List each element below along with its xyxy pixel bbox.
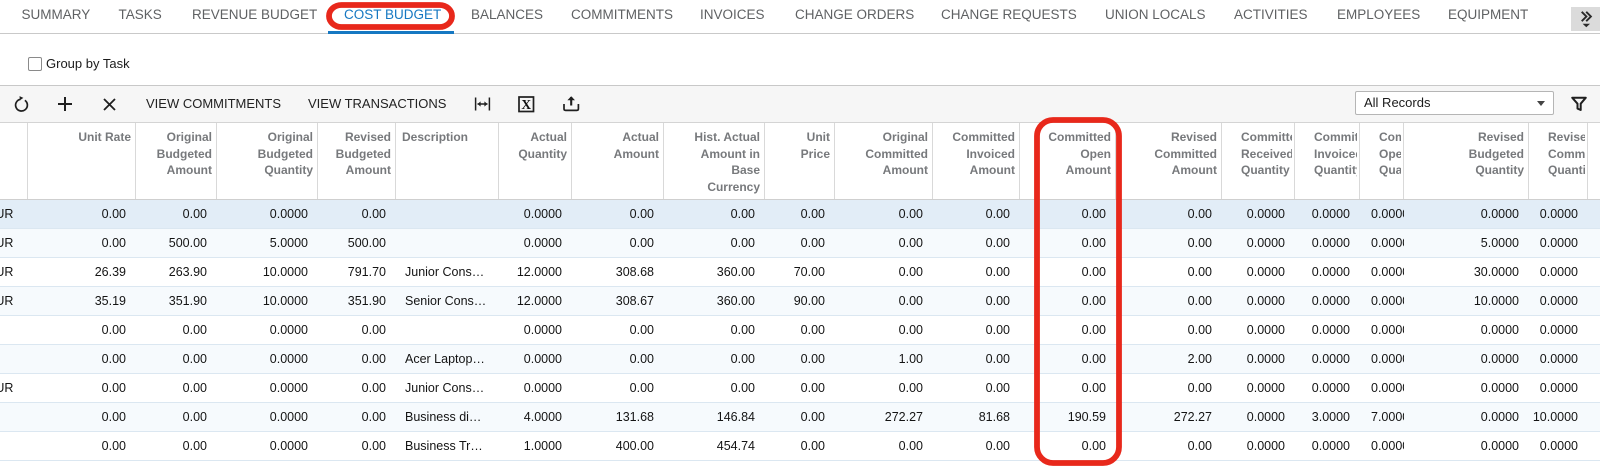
svg-text:X: X bbox=[521, 97, 531, 112]
